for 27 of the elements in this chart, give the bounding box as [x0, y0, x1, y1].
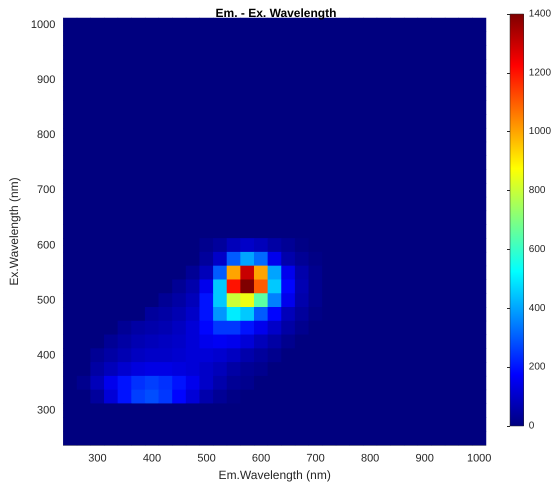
color-bar-label: 0	[528, 420, 535, 432]
y-tick-label: 300	[37, 404, 56, 417]
y-tick-label: 600	[37, 239, 56, 252]
y-tick-label: 800	[37, 129, 56, 142]
x-axis-title: Em.Wavelength (nm)	[218, 468, 331, 482]
chart-title: Em. - Ex. Wavelength	[216, 6, 336, 20]
x-tick-label: 1000	[466, 452, 492, 464]
y-axis-title: Ex.Wavelength (nm)	[7, 177, 21, 286]
x-tick-label: 700	[306, 452, 325, 464]
color-bar-label: 1000	[528, 126, 552, 138]
color-bar-label: 200	[528, 362, 546, 373]
color-bar-label: 400	[528, 302, 546, 314]
x-tick-label: 400	[142, 452, 162, 464]
x-tick-label: 300	[88, 452, 107, 464]
y-tick-label: 700	[37, 184, 56, 196]
y-tick-label: 900	[37, 74, 56, 86]
color-bar-label: 1200	[528, 67, 552, 78]
x-tick-label: 600	[252, 452, 270, 464]
x-tick-label: 500	[197, 452, 216, 464]
y-tick-label: 500	[37, 294, 56, 306]
color-bar-label: 800	[528, 185, 546, 196]
x-tick-label: 900	[415, 452, 434, 464]
color-bar-label: 600	[528, 244, 546, 255]
color-bar-label: 1400	[528, 8, 552, 20]
y-tick-label: 400	[37, 349, 56, 362]
x-tick-label: 800	[360, 452, 380, 464]
y-tick-label: 1000	[30, 18, 56, 31]
